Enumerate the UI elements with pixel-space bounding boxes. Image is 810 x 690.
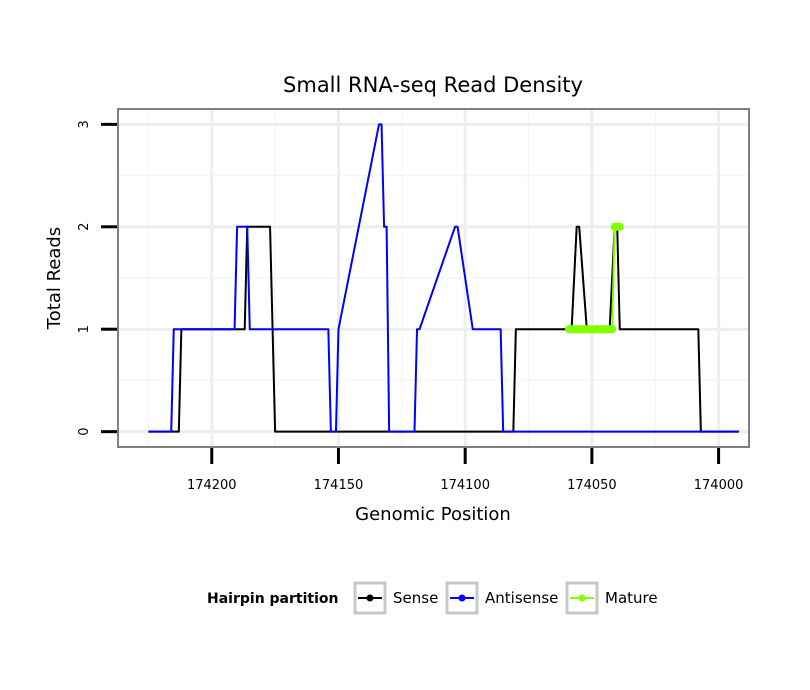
- chart-title: Small RNA-seq Read Density: [283, 73, 583, 97]
- legend-entry-mature: Mature: [565, 581, 658, 615]
- series-layer: [148, 123, 739, 433]
- legend-label-antisense: Antisense: [485, 589, 558, 607]
- x-tick-label: 174100: [440, 478, 490, 493]
- x-tick-label: 174050: [567, 478, 617, 493]
- antisense-series-line: [148, 123, 739, 433]
- x-axis-title: Genomic Position: [355, 504, 511, 525]
- legend-key-point-mature: [578, 594, 586, 602]
- y-axis: 0 1 2 3: [77, 120, 117, 436]
- legend-key-point-sense: [366, 594, 374, 602]
- legend-label-sense: Sense: [393, 589, 438, 607]
- mature-series: [565, 222, 624, 334]
- x-tick-label: 174200: [187, 478, 237, 493]
- x-tick-label: 174150: [314, 478, 364, 493]
- antisense-series: [148, 123, 739, 433]
- legend-key-point-antisense: [458, 594, 466, 602]
- y-tick-label: 2: [77, 223, 92, 231]
- legend-label-mature: Mature: [605, 589, 658, 607]
- x-tick-label: 174000: [694, 478, 744, 493]
- plot-panel-border: [117, 108, 750, 448]
- x-axis: 174200 174150 174100 174050 174000: [187, 448, 743, 493]
- legend: Hairpin partition Sense Antisense Mature: [207, 581, 658, 615]
- y-tick-label: 0: [77, 427, 92, 435]
- y-axis-title: Total Reads: [44, 227, 65, 330]
- legend-title: Hairpin partition: [207, 591, 338, 607]
- legend-entry-sense: Sense: [353, 581, 438, 615]
- legend-entry-antisense: Antisense: [445, 581, 558, 615]
- y-tick-label: 3: [77, 120, 92, 128]
- legend-entries: Sense Antisense Mature: [353, 581, 658, 615]
- y-tick-label: 1: [77, 325, 92, 333]
